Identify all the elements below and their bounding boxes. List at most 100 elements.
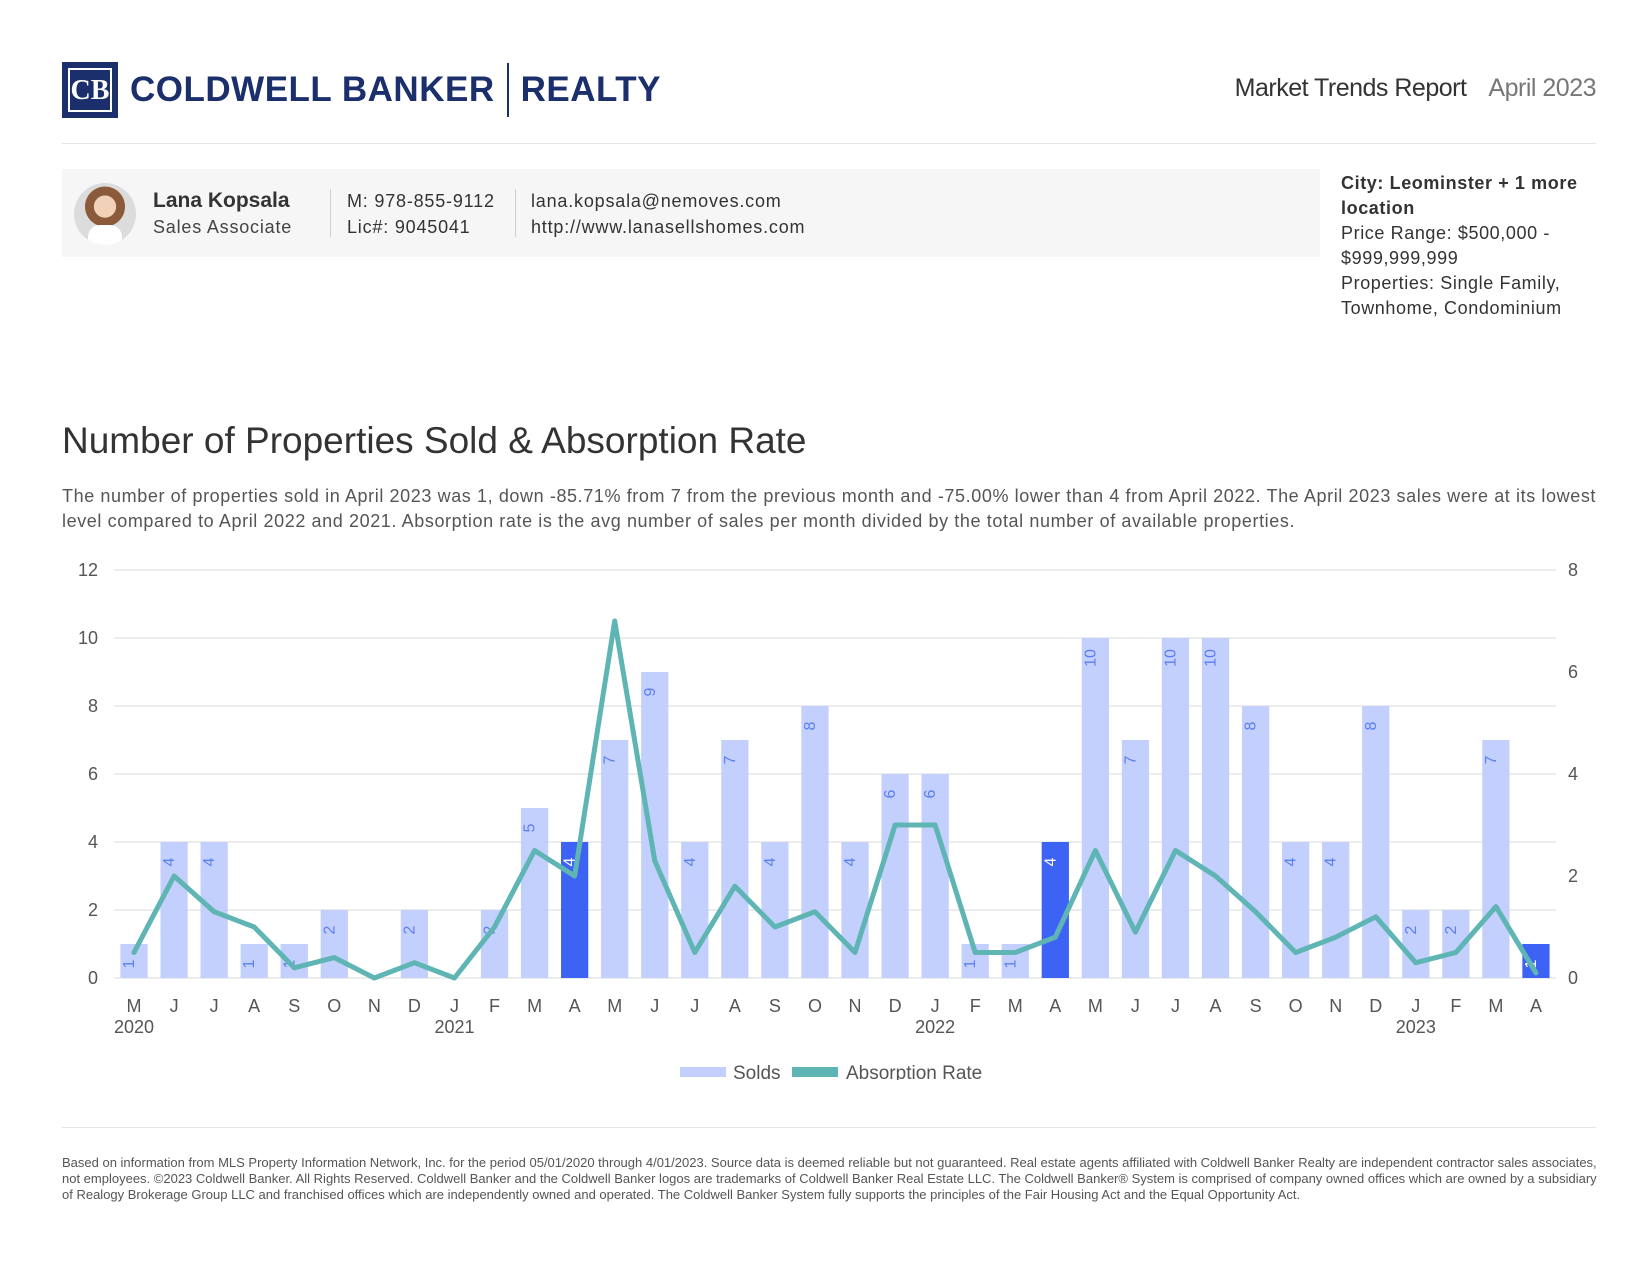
coldwell-banker-logo: CB COLDWELL BANKER REALTY	[62, 62, 661, 118]
bar-value-label: 4	[682, 857, 699, 866]
x-tick-label: D	[1369, 996, 1382, 1016]
bar-value-label: 1	[121, 959, 138, 968]
y-right-tick-label: 4	[1568, 764, 1578, 784]
absorption-rate-point	[533, 849, 537, 852]
absorption-rate-point	[773, 925, 777, 929]
bar	[1482, 740, 1510, 978]
bar	[921, 774, 949, 978]
y-left-tick-label: 4	[88, 832, 98, 852]
bar	[240, 944, 268, 978]
bar-value-label: 9	[642, 687, 659, 696]
divider	[515, 189, 516, 237]
absorption-rate-point	[1133, 930, 1137, 934]
x-tick-label: J	[450, 996, 459, 1016]
agent-card: Lana Kopsala Sales Associate M: 978-855-…	[62, 169, 1320, 257]
x-tick-label: J	[1171, 996, 1180, 1016]
bar	[1362, 706, 1390, 978]
absorption-rate-point	[1214, 874, 1218, 878]
chart-title: Number of Properties Sold & Absorption R…	[62, 420, 807, 461]
bar	[601, 740, 629, 978]
absorption-rate-point	[1013, 951, 1017, 954]
bar	[480, 910, 509, 978]
absorption-rate-point	[1294, 951, 1298, 954]
absorption-rate-point	[252, 925, 256, 929]
absorption-rate-point	[1053, 935, 1057, 939]
y-right-tick-label: 0	[1568, 968, 1578, 988]
absorption-rate-point	[332, 956, 336, 960]
bar-value-label: 2	[1403, 925, 1420, 934]
bar	[801, 706, 829, 978]
bar-value-label: 4	[842, 857, 859, 866]
agent-email[interactable]: lana.kopsala@nemoves.com	[531, 191, 782, 211]
y-left-tick-label: 2	[88, 900, 98, 920]
absorption-rate-point	[1494, 905, 1498, 909]
absorption-rate-point	[132, 951, 136, 954]
x-tick-label: J	[1411, 996, 1420, 1016]
bar-value-label: 7	[1122, 755, 1139, 764]
bar-value-label: 4	[161, 857, 178, 866]
y-right-tick-label: 6	[1568, 662, 1578, 682]
y-left-tick-label: 6	[88, 764, 98, 784]
bar	[1121, 740, 1150, 978]
cb-logo-icon: CB	[62, 62, 118, 118]
bar-value-label: 6	[882, 789, 899, 798]
x-tick-label: M	[527, 996, 542, 1016]
x-tick-label: O	[808, 996, 822, 1016]
x-tick-label: N	[368, 996, 381, 1016]
x-year-label: 2022	[915, 1017, 955, 1037]
absorption-rate-point	[893, 823, 897, 827]
bar	[1322, 842, 1350, 978]
bar	[761, 842, 789, 978]
x-tick-label: M	[607, 996, 622, 1016]
report-title: Market Trends Report April 2023	[1235, 74, 1597, 103]
x-tick-label: F	[970, 996, 981, 1016]
bar-value-label: 4	[1283, 857, 1300, 866]
bar	[1241, 706, 1270, 978]
bar-value-label: 4	[762, 857, 779, 866]
x-tick-label: J	[210, 996, 219, 1016]
disclaimer: Based on information from MLS Property I…	[62, 1155, 1597, 1202]
y-left-tick-label: 12	[78, 560, 98, 580]
bar-value-label: 10	[1082, 649, 1099, 667]
absorption-rate-point	[412, 961, 416, 965]
brand-name: COLDWELL BANKER	[130, 70, 495, 109]
agent-website[interactable]: http://www.lanasellshomes.com	[531, 217, 806, 237]
bar-value-label: 7	[1483, 755, 1500, 764]
x-tick-label: M	[1088, 996, 1103, 1016]
absorption-rate-point	[372, 976, 376, 980]
bar	[1201, 638, 1230, 978]
bar	[1282, 842, 1310, 978]
bar-value-label: 8	[802, 721, 819, 730]
bar-value-label: 4	[201, 857, 218, 866]
y-right-tick-label: 2	[1568, 866, 1578, 886]
bar-value-label: 4	[1042, 857, 1059, 866]
legend-absorption-label: Absorption Rate	[846, 1063, 982, 1080]
footer-divider	[62, 1127, 1596, 1128]
bar-value-label: 10	[1162, 649, 1179, 667]
absorption-rate-point	[853, 951, 857, 954]
x-tick-label: S	[769, 996, 781, 1016]
absorption-rate-point	[693, 951, 697, 954]
x-tick-label: F	[1450, 996, 1461, 1016]
bar	[1402, 910, 1430, 978]
bar-highlight	[1041, 842, 1069, 978]
bar-value-label: 1	[1002, 959, 1019, 968]
bar	[681, 842, 709, 978]
absorption-rate-point	[1414, 961, 1418, 965]
x-tick-label: O	[1289, 996, 1303, 1016]
absorption-rate-point	[1454, 951, 1458, 954]
bar	[641, 672, 669, 978]
bar	[320, 910, 348, 978]
report-date: April 2023	[1488, 74, 1596, 102]
agent-mobile: M: 978-855-9112	[347, 191, 495, 211]
x-tick-label: J	[650, 996, 659, 1016]
x-tick-label: N	[1329, 996, 1342, 1016]
absorption-rate-point	[1254, 910, 1258, 914]
absorption-rate-point	[813, 910, 817, 914]
bar-value-label: 5	[522, 823, 539, 832]
absorption-rate-point	[733, 884, 737, 888]
absorption-rate-point	[653, 859, 657, 863]
bar	[1161, 638, 1190, 978]
absorption-rate-point	[613, 619, 617, 623]
x-tick-label: M	[127, 996, 142, 1016]
